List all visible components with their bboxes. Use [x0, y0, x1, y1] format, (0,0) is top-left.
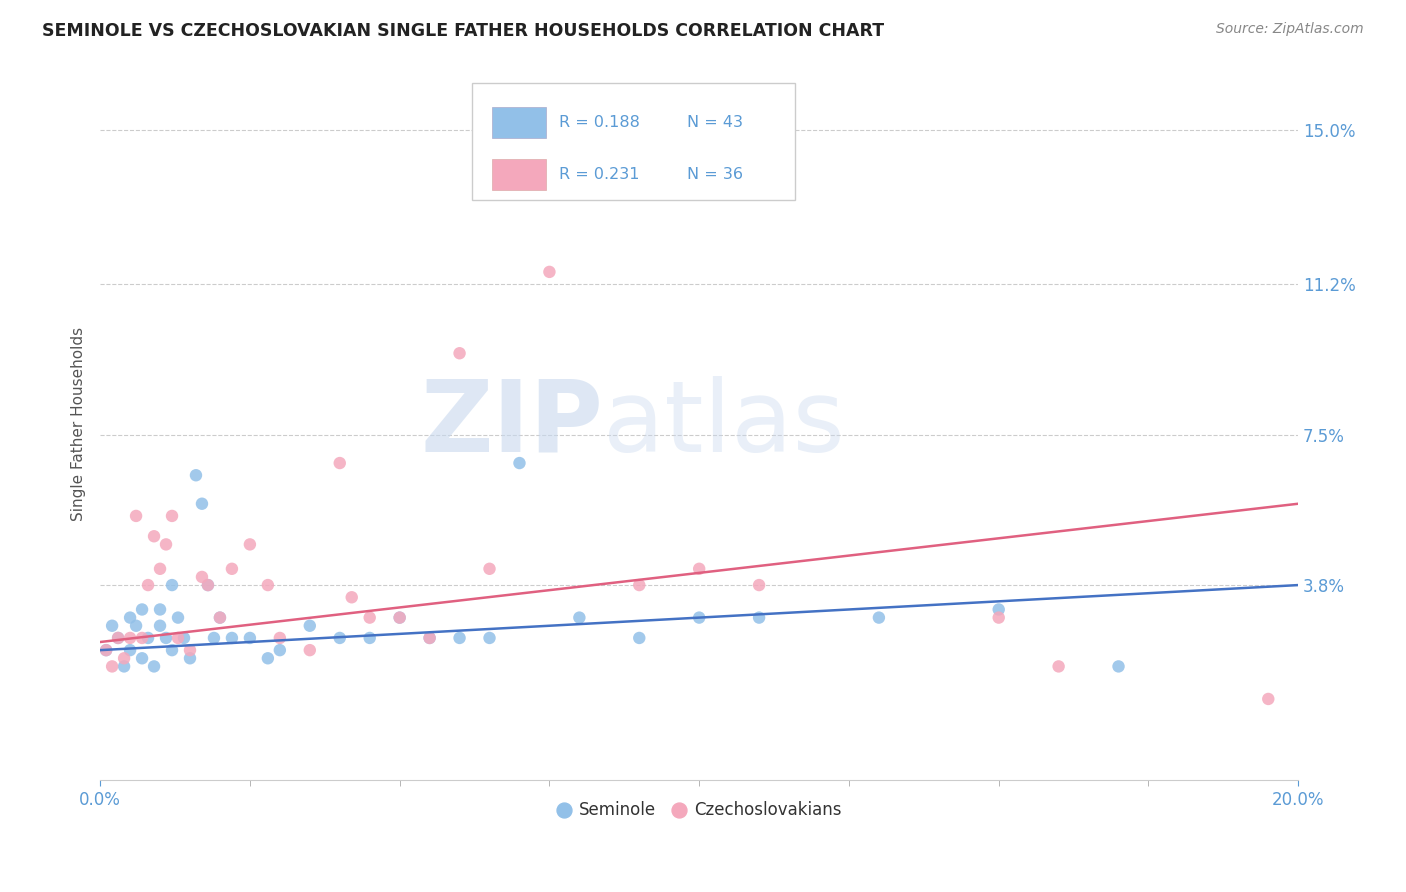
- Point: [449, 631, 471, 645]
- Point: [239, 537, 262, 551]
- Point: [143, 529, 166, 543]
- Point: [329, 631, 352, 645]
- FancyBboxPatch shape: [471, 83, 794, 200]
- Point: [628, 631, 651, 645]
- Bar: [492, 159, 546, 190]
- Point: [149, 602, 172, 616]
- Point: [269, 643, 291, 657]
- Point: [125, 508, 148, 523]
- Point: [269, 631, 291, 645]
- Point: [1257, 692, 1279, 706]
- Point: [329, 456, 352, 470]
- Legend: Seminole, Czechoslovakians: Seminole, Czechoslovakians: [550, 794, 848, 825]
- Text: ZIP: ZIP: [420, 376, 603, 473]
- Point: [173, 631, 195, 645]
- Point: [568, 610, 591, 624]
- Point: [184, 468, 207, 483]
- Point: [112, 659, 135, 673]
- Point: [221, 631, 243, 645]
- Point: [197, 578, 219, 592]
- Point: [131, 631, 153, 645]
- Point: [388, 610, 411, 624]
- Point: [340, 591, 363, 605]
- Text: atlas: atlas: [603, 376, 845, 473]
- Point: [197, 578, 219, 592]
- Point: [167, 610, 190, 624]
- Point: [136, 631, 159, 645]
- Point: [202, 631, 225, 645]
- Point: [1108, 659, 1130, 673]
- Point: [688, 610, 710, 624]
- Point: [359, 610, 381, 624]
- Point: [419, 631, 441, 645]
- Point: [131, 651, 153, 665]
- Text: R = 0.231: R = 0.231: [560, 167, 640, 182]
- Point: [449, 346, 471, 360]
- Point: [208, 610, 231, 624]
- Text: N = 43: N = 43: [688, 115, 744, 130]
- Text: SEMINOLE VS CZECHOSLOVAKIAN SINGLE FATHER HOUSEHOLDS CORRELATION CHART: SEMINOLE VS CZECHOSLOVAKIAN SINGLE FATHE…: [42, 22, 884, 40]
- Point: [239, 631, 262, 645]
- Point: [191, 570, 214, 584]
- Point: [131, 602, 153, 616]
- Point: [143, 659, 166, 673]
- Point: [149, 619, 172, 633]
- Point: [257, 651, 280, 665]
- Point: [478, 562, 501, 576]
- Point: [107, 631, 129, 645]
- Point: [136, 578, 159, 592]
- Point: [748, 610, 770, 624]
- Point: [388, 610, 411, 624]
- Point: [359, 631, 381, 645]
- Point: [179, 651, 201, 665]
- Point: [748, 578, 770, 592]
- Point: [191, 497, 214, 511]
- Point: [688, 562, 710, 576]
- Point: [120, 610, 142, 624]
- Point: [120, 643, 142, 657]
- Point: [160, 578, 183, 592]
- Point: [107, 631, 129, 645]
- Text: N = 36: N = 36: [688, 167, 744, 182]
- Point: [155, 537, 177, 551]
- Point: [987, 610, 1010, 624]
- Point: [101, 619, 124, 633]
- Point: [160, 508, 183, 523]
- Point: [868, 610, 890, 624]
- Point: [94, 643, 117, 657]
- Point: [112, 651, 135, 665]
- Text: R = 0.188: R = 0.188: [560, 115, 640, 130]
- Y-axis label: Single Father Households: Single Father Households: [72, 327, 86, 522]
- Point: [101, 659, 124, 673]
- Point: [628, 578, 651, 592]
- Point: [160, 643, 183, 657]
- Point: [149, 562, 172, 576]
- Point: [155, 631, 177, 645]
- Point: [179, 643, 201, 657]
- Point: [419, 631, 441, 645]
- Bar: [492, 107, 546, 138]
- Point: [257, 578, 280, 592]
- Point: [120, 631, 142, 645]
- Point: [987, 602, 1010, 616]
- Point: [478, 631, 501, 645]
- Point: [1047, 659, 1070, 673]
- Text: Source: ZipAtlas.com: Source: ZipAtlas.com: [1216, 22, 1364, 37]
- Point: [94, 643, 117, 657]
- Point: [221, 562, 243, 576]
- Point: [298, 619, 321, 633]
- Point: [167, 631, 190, 645]
- Point: [298, 643, 321, 657]
- Point: [208, 610, 231, 624]
- Point: [125, 619, 148, 633]
- Point: [508, 456, 530, 470]
- Point: [538, 265, 561, 279]
